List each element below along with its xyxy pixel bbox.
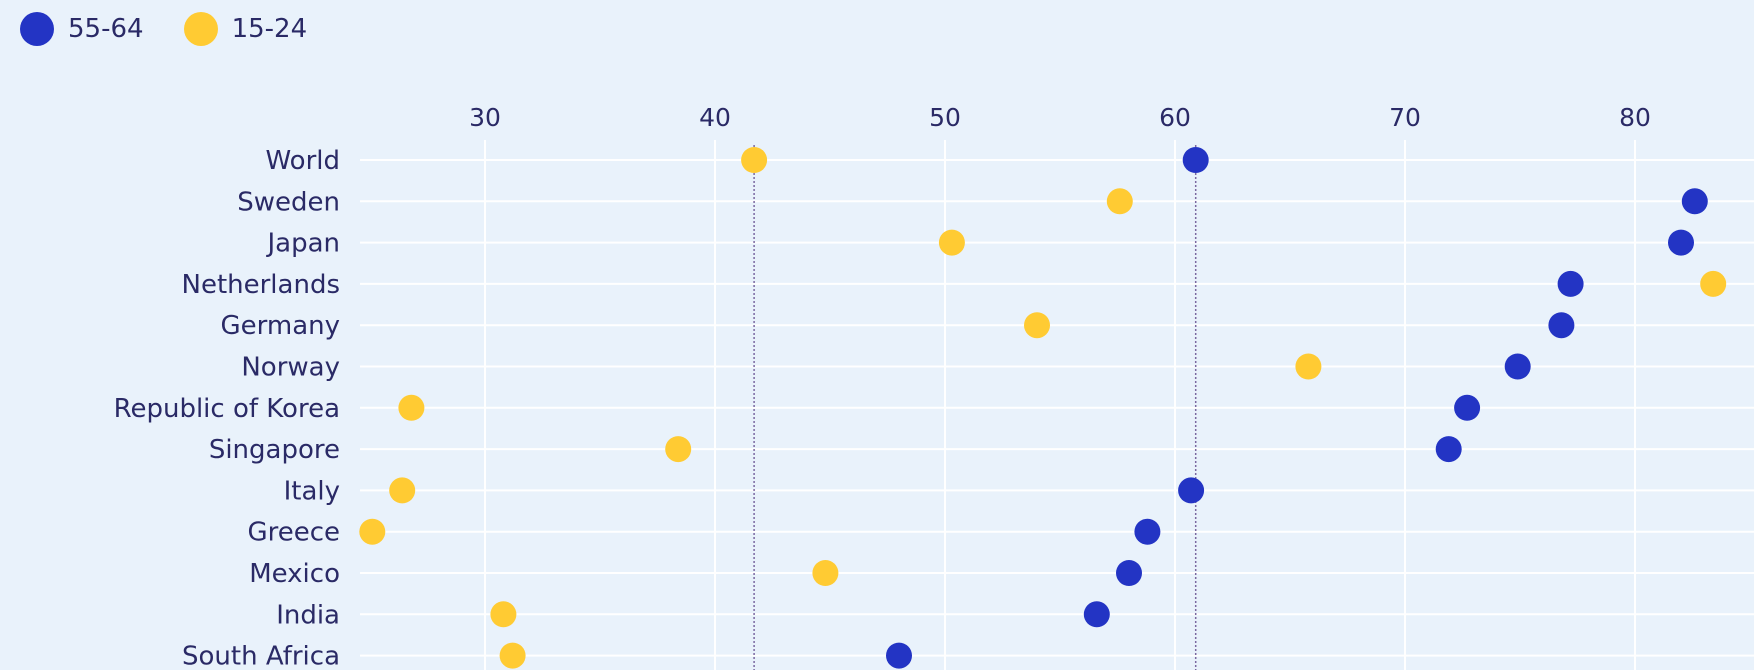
x-tick-label: 70 — [1389, 103, 1421, 132]
data-point-15-24 — [1106, 188, 1133, 215]
category-label: Japan — [265, 229, 340, 259]
x-tick-label: 50 — [929, 103, 961, 132]
x-tick-label: 30 — [469, 103, 501, 132]
category-label: World — [265, 146, 340, 176]
data-point-55-64 — [1182, 147, 1209, 173]
data-point-55-64 — [1504, 353, 1531, 380]
data-point-55-64 — [886, 642, 912, 669]
legend-marker-15-24 — [183, 12, 218, 46]
x-tick-label: 40 — [699, 103, 731, 132]
data-point-55-64 — [1116, 560, 1142, 586]
x-tick-label: 60 — [1159, 103, 1191, 132]
data-point-15-24 — [812, 560, 839, 586]
data-point-15-24 — [1295, 353, 1322, 380]
data-point-55-64 — [1178, 477, 1205, 504]
category-label: Republic of Korea — [114, 394, 340, 424]
category-label: South Africa — [182, 642, 340, 670]
data-point-55-64 — [1681, 188, 1708, 215]
legend-item-55-64[interactable]: 55-64 — [20, 12, 144, 46]
category-label: Singapore — [209, 435, 340, 465]
data-point-15-24 — [1024, 312, 1050, 339]
data-point-55-64 — [1454, 394, 1481, 421]
data-point-55-64 — [1083, 601, 1110, 628]
category-label: Netherlands — [182, 270, 341, 300]
legend: 55-64 15-24 — [20, 12, 307, 46]
data-point-15-24 — [665, 436, 692, 463]
data-point-15-24 — [499, 642, 526, 669]
category-label: Norway — [241, 353, 340, 383]
data-point-55-64 — [1668, 229, 1694, 256]
data-point-15-24 — [398, 394, 425, 421]
data-point-15-24 — [389, 477, 416, 504]
x-tick-label: 80 — [1619, 103, 1651, 132]
category-label: Sweden — [237, 187, 340, 217]
category-label: Germany — [220, 311, 340, 341]
data-point-15-24 — [1700, 270, 1727, 297]
category-label: Mexico — [249, 559, 340, 589]
legend-label-55-64: 55-64 — [68, 14, 144, 44]
data-point-15-24 — [359, 518, 386, 545]
data-point-15-24 — [490, 601, 517, 628]
data-point-55-64 — [1134, 518, 1161, 545]
data-point-15-24 — [938, 229, 965, 256]
category-label: Greece — [247, 518, 340, 548]
legend-item-15-24[interactable]: 15-24 — [183, 12, 308, 46]
data-point-55-64 — [1435, 436, 1462, 463]
category-label: India — [276, 600, 340, 630]
legend-marker-55-64 — [20, 12, 54, 46]
data-point-15-24 — [741, 147, 768, 173]
data-point-55-64 — [1548, 312, 1575, 339]
category-label: Italy — [284, 476, 340, 506]
legend-label-15-24: 15-24 — [231, 14, 308, 44]
data-point-55-64 — [1557, 270, 1584, 297]
